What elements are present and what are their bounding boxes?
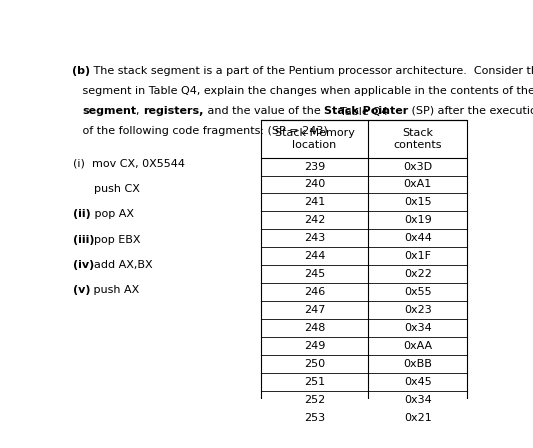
Text: 249: 249 xyxy=(304,341,325,351)
Text: 0xA1: 0xA1 xyxy=(403,180,432,190)
Text: 248: 248 xyxy=(304,323,325,333)
Text: of the following code fragments: (SP = 243): of the following code fragments: (SP = 2… xyxy=(71,126,327,136)
Text: (iii): (iii) xyxy=(73,234,94,245)
Text: (SP) after the execution of each: (SP) after the execution of each xyxy=(408,106,533,116)
Text: segment: segment xyxy=(82,106,136,116)
Text: 251: 251 xyxy=(304,377,325,387)
Text: segment in Table Q4, explain the changes when applicable in the contents of the:: segment in Table Q4, explain the changes… xyxy=(71,86,533,96)
Text: registers,: registers, xyxy=(143,106,204,116)
Text: 0x22: 0x22 xyxy=(404,269,432,279)
Text: 0x19: 0x19 xyxy=(404,215,432,225)
Text: 0x15: 0x15 xyxy=(404,198,432,207)
Text: 247: 247 xyxy=(304,305,325,315)
Text: (v): (v) xyxy=(73,285,90,295)
Text: mov CX, 0X5544: mov CX, 0X5544 xyxy=(85,159,185,169)
Text: 0x3D: 0x3D xyxy=(403,162,432,172)
Text: ,: , xyxy=(136,106,143,116)
Text: push AX: push AX xyxy=(90,285,140,295)
Text: 241: 241 xyxy=(304,198,325,207)
Text: push CX: push CX xyxy=(73,184,140,194)
Text: add AX,BX: add AX,BX xyxy=(94,260,152,270)
Text: (ii): (ii) xyxy=(73,209,91,220)
Text: 0x34: 0x34 xyxy=(404,395,432,405)
Text: 240: 240 xyxy=(304,180,325,190)
Text: Stack
contents: Stack contents xyxy=(393,128,442,150)
Text: 0x34: 0x34 xyxy=(404,323,432,333)
Text: 242: 242 xyxy=(304,215,325,225)
Text: 245: 245 xyxy=(304,269,325,279)
Text: 0x1F: 0x1F xyxy=(404,251,431,261)
Text: 250: 250 xyxy=(304,359,325,369)
Text: 253: 253 xyxy=(304,413,325,423)
Text: pop AX: pop AX xyxy=(91,209,134,220)
Text: Stack Memory
location: Stack Memory location xyxy=(274,128,354,150)
Text: (iv): (iv) xyxy=(73,260,94,270)
Text: Table Q4: Table Q4 xyxy=(340,107,388,117)
Text: 252: 252 xyxy=(304,395,325,405)
Text: Stack Pointer: Stack Pointer xyxy=(324,106,408,116)
Text: (b): (b) xyxy=(71,66,90,76)
Text: 239: 239 xyxy=(304,162,325,172)
Text: 244: 244 xyxy=(304,251,325,261)
Text: pop EBX: pop EBX xyxy=(94,234,141,245)
Bar xyxy=(261,121,467,158)
Text: 0xBB: 0xBB xyxy=(403,359,432,369)
Text: 0x45: 0x45 xyxy=(404,377,432,387)
Text: (i): (i) xyxy=(73,159,85,169)
Text: 0x21: 0x21 xyxy=(404,413,432,423)
Text: and the value of the: and the value of the xyxy=(204,106,324,116)
Text: 243: 243 xyxy=(304,233,325,243)
Text: 0x44: 0x44 xyxy=(404,233,432,243)
Text: The stack segment is a part of the Pentium processor architecture.  Consider the: The stack segment is a part of the Penti… xyxy=(90,66,533,76)
Text: 0x23: 0x23 xyxy=(404,305,432,315)
Text: 246: 246 xyxy=(304,287,325,297)
Text: 0x55: 0x55 xyxy=(404,287,432,297)
Text: 0xAA: 0xAA xyxy=(403,341,432,351)
